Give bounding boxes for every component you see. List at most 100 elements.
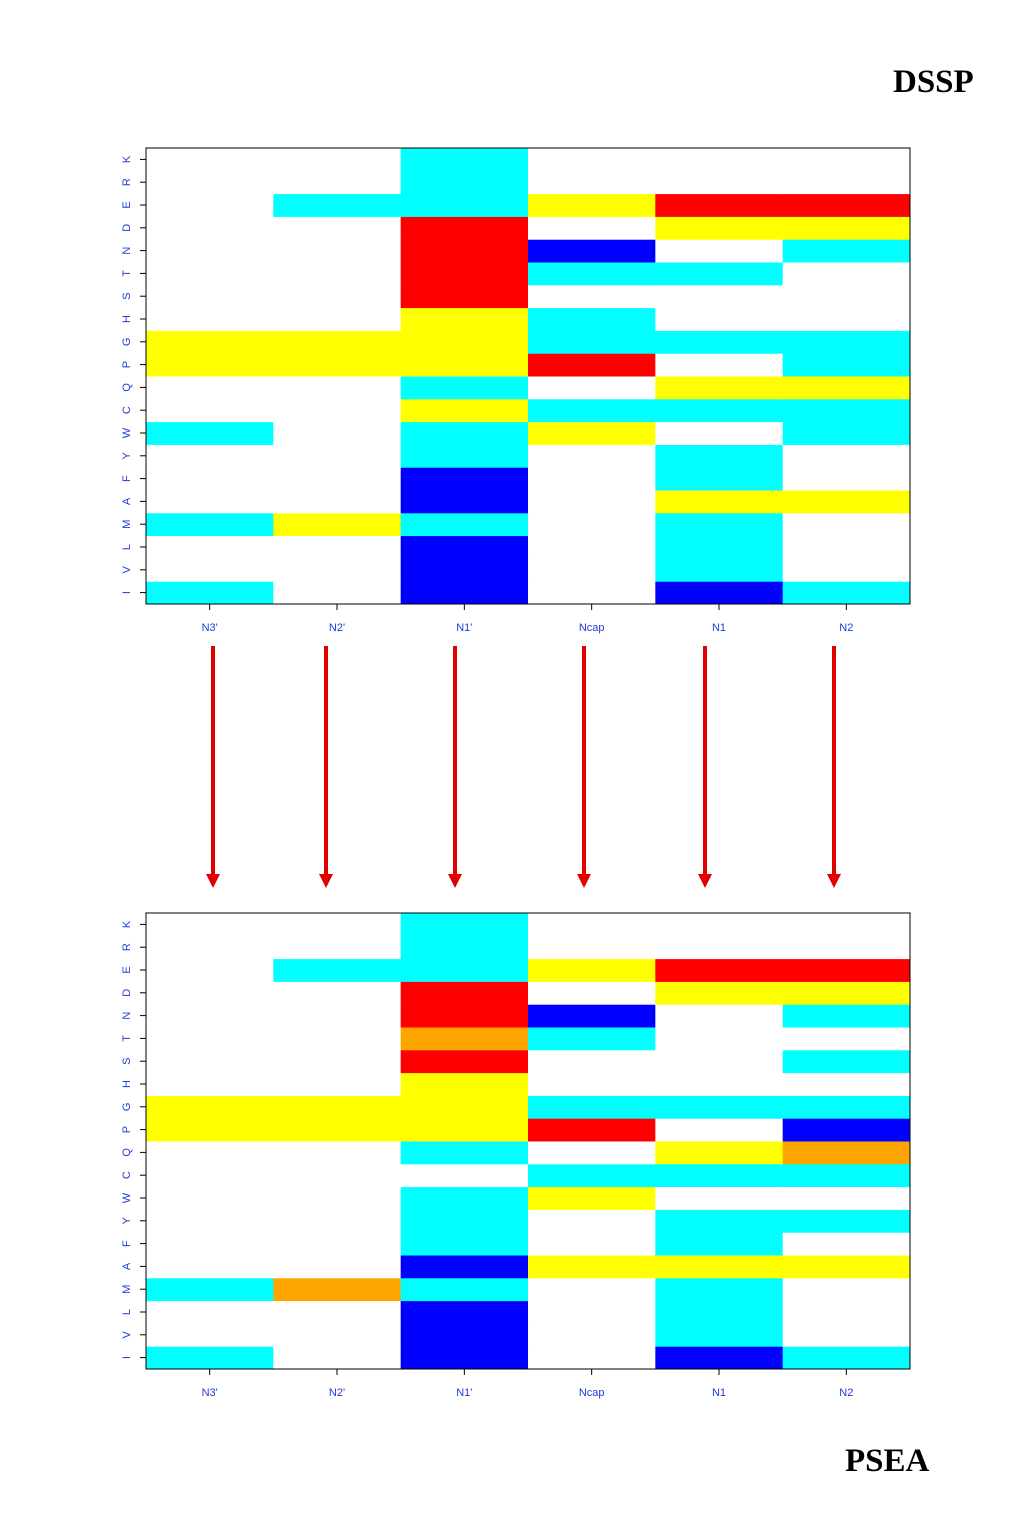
heatmap-cell: [655, 1209, 784, 1233]
heatmap-cell: [400, 1118, 529, 1142]
heatmap-cell: [146, 1300, 274, 1324]
x-tick-label: N2': [329, 1387, 345, 1399]
heatmap-cell: [273, 512, 402, 537]
heatmap-cell: [273, 581, 402, 605]
heatmap-cell: [655, 376, 784, 400]
heatmap-cell: [655, 935, 784, 960]
y-tick-label: L: [121, 1309, 133, 1315]
heatmap-cell: [273, 490, 402, 514]
heatmap-cell: [655, 467, 784, 491]
heatmap-cell: [146, 353, 274, 377]
y-tick-label: R: [121, 178, 133, 186]
heatmap-cell: [655, 1255, 784, 1279]
heatmap-cell: [528, 239, 656, 263]
heatmap-cell: [146, 1095, 274, 1119]
heatmap-cell: [528, 535, 656, 559]
y-tick-label: A: [121, 497, 133, 505]
heatmap-cell: [528, 1186, 656, 1210]
heatmap-cell: [782, 1232, 911, 1256]
heatmap-cell: [655, 1232, 784, 1256]
heatmap-cell: [273, 1346, 402, 1370]
heatmap-cell: [400, 558, 529, 582]
down-arrow-icon: [206, 874, 220, 888]
heatmap-cell: [400, 1186, 529, 1210]
y-tick-label: T: [121, 1035, 133, 1042]
heatmap-cell: [273, 1209, 402, 1233]
heatmap-cell: [400, 1300, 529, 1324]
heatmap-cell: [528, 1346, 656, 1370]
y-tick-label: Q: [121, 1148, 133, 1157]
x-tick-label: Ncap: [579, 1387, 605, 1399]
heatmap-cell: [146, 490, 274, 514]
heatmap-cell: [528, 421, 656, 445]
heatmap-cell: [782, 421, 911, 445]
heatmap-cell: [782, 1277, 911, 1302]
heatmap-cell: [528, 170, 656, 195]
x-tick-label: N2: [839, 1387, 853, 1399]
heatmap-cell: [400, 444, 529, 468]
heatmap-cell: [400, 307, 529, 331]
heatmap-cell: [273, 1027, 402, 1051]
heatmap-cell: [782, 1049, 911, 1074]
heatmap-cell: [655, 239, 784, 263]
heatmap-cell: [273, 444, 402, 468]
heatmap-cell: [782, 958, 911, 982]
heatmap-cell: [400, 981, 529, 1005]
heatmap-cell: [273, 262, 402, 286]
y-tick-label: M: [121, 520, 133, 529]
heatmap-cell: [528, 913, 656, 937]
heatmap-cell: [655, 1141, 784, 1165]
y-tick-label: W: [121, 1192, 133, 1203]
heatmap-cell: [400, 1072, 529, 1096]
heatmap-cell: [528, 353, 656, 377]
heatmap-cell: [528, 1209, 656, 1233]
y-tick-label: R: [121, 943, 133, 951]
heatmap-cell: [528, 981, 656, 1005]
heatmap-cell: [782, 1163, 911, 1188]
heatmap-cell: [146, 170, 274, 195]
heatmap-cell: [528, 1072, 656, 1096]
heatmap-cell: [146, 1209, 274, 1233]
y-tick-label: Q: [121, 383, 133, 392]
y-tick-label: H: [121, 1080, 133, 1088]
heatmap-cell: [528, 490, 656, 514]
heatmap-cell: [273, 239, 402, 263]
heatmap-cell: [400, 421, 529, 445]
heatmap-cell: [655, 1277, 784, 1302]
heatmap-cell: [782, 284, 911, 309]
heatmap-cell: [273, 376, 402, 400]
heatmap-cell: [655, 421, 784, 445]
heatmap-cell: [273, 1300, 402, 1324]
heatmap-cell: [146, 239, 274, 263]
heatmap-cell: [655, 512, 784, 537]
heatmap-cell: [146, 284, 274, 309]
y-tick-label: S: [121, 293, 133, 300]
heatmap-cell: [655, 981, 784, 1005]
psea-label: PSEA: [845, 1443, 930, 1479]
dssp-heatmap: I V L M A F Y W C Q P G H S T N D E R K N3' N2' N1' Ncap N1 N2: [121, 147, 911, 634]
heatmap-cell: [528, 262, 656, 286]
heatmap-cell: [400, 1323, 529, 1347]
heatmap-cell: [146, 1163, 274, 1188]
heatmap-cell: [146, 421, 274, 445]
y-tick-label: D: [121, 989, 133, 997]
y-tick-label: E: [121, 201, 133, 208]
heatmap-cell: [782, 1095, 911, 1119]
heatmap-cell: [655, 398, 784, 423]
heatmap-cell: [146, 512, 274, 537]
heatmap-cell: [655, 1346, 784, 1370]
heatmap-cell: [146, 1027, 274, 1051]
heatmap-cell: [400, 490, 529, 514]
heatmap-cell: [400, 935, 529, 960]
heatmap-cell: [273, 170, 402, 195]
plot-frame: [145, 147, 911, 605]
y-tick-label: P: [121, 1126, 133, 1133]
heatmap-cell: [655, 193, 784, 217]
y-tick-label: T: [121, 270, 133, 277]
heatmap-cell: [782, 512, 911, 537]
heatmap-cell: [146, 307, 274, 331]
y-tick-label: N: [121, 1012, 133, 1020]
heatmap-cell: [273, 284, 402, 309]
y-tick-label: A: [121, 1262, 133, 1270]
y-tick-label: V: [121, 1330, 133, 1338]
